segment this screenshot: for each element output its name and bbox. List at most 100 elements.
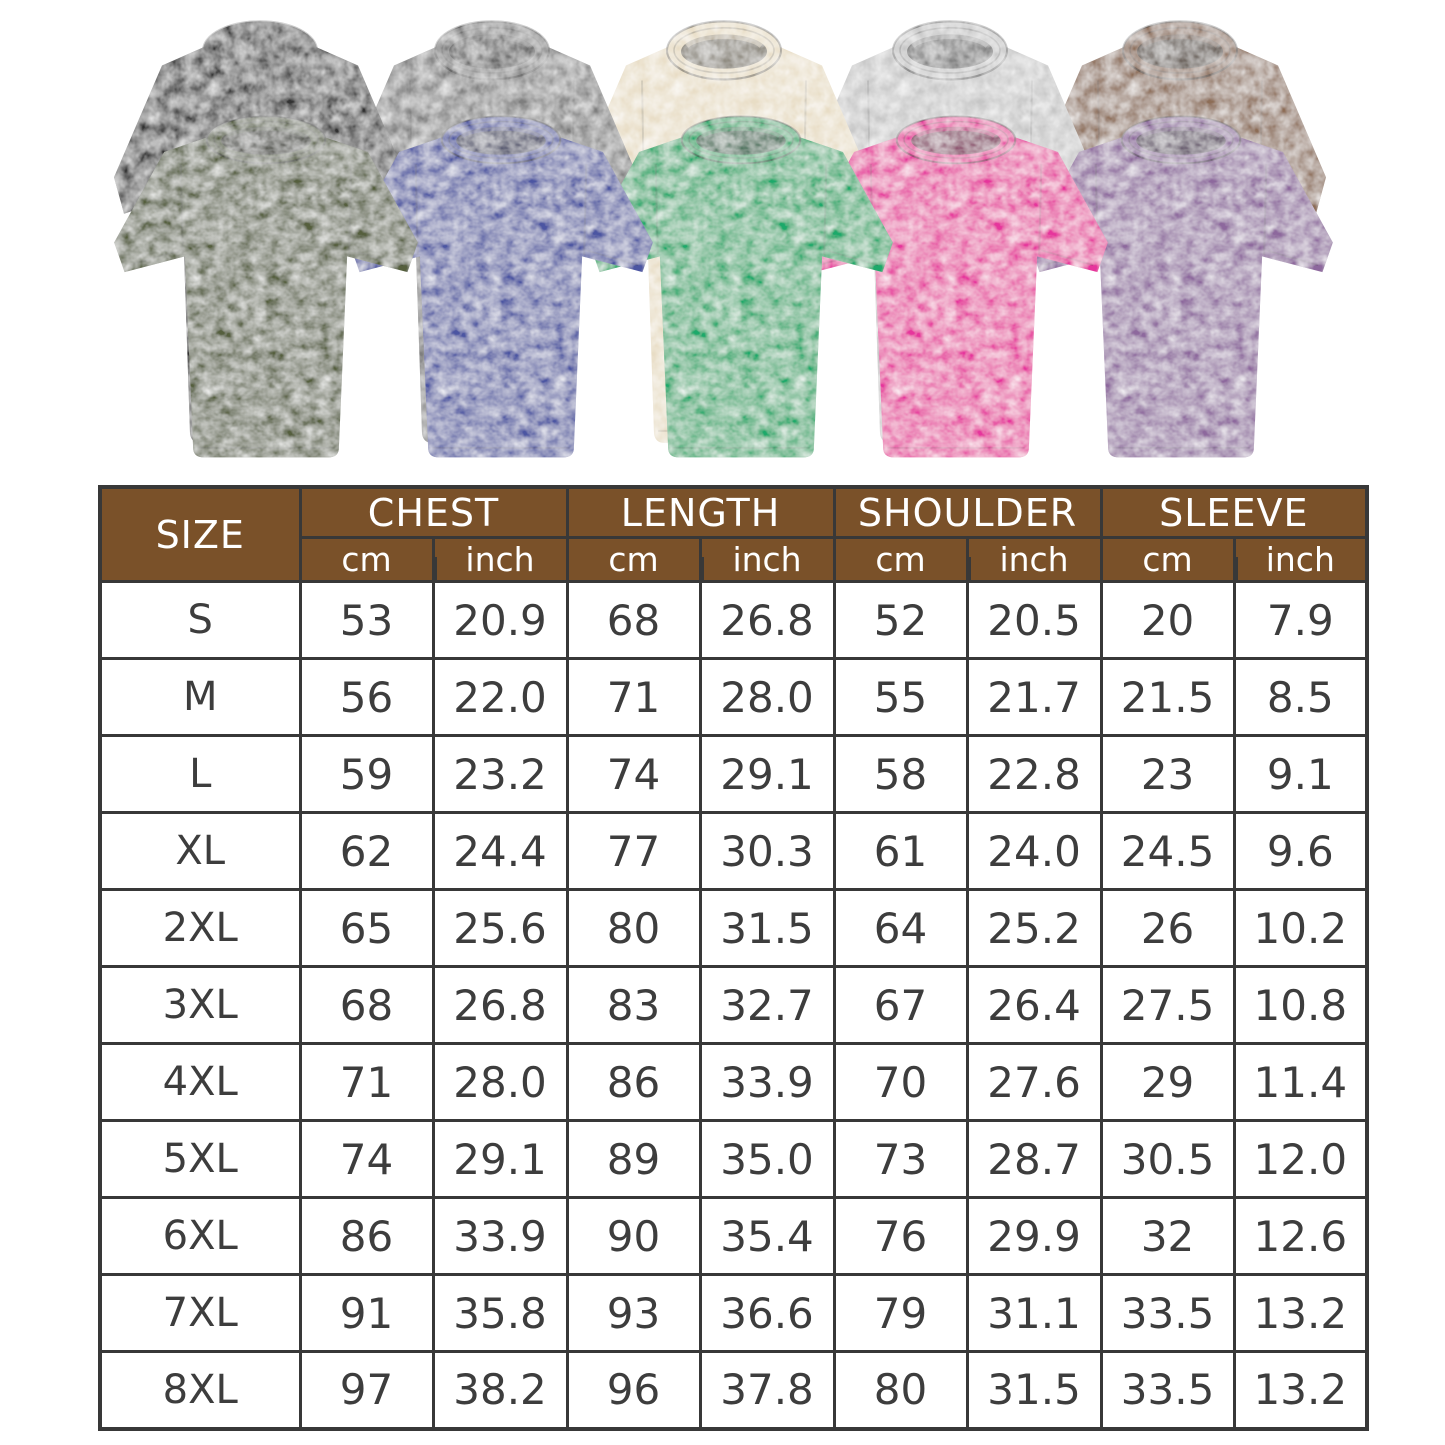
measurement-cell: 68 bbox=[565, 580, 702, 660]
measurement-cell: 28.0 bbox=[431, 1042, 569, 1122]
tshirt-gallery bbox=[0, 0, 1445, 470]
measurement-cell: 71 bbox=[565, 657, 702, 737]
measurement-cell: 30.3 bbox=[698, 811, 836, 891]
measurement-cell: 35.4 bbox=[698, 1196, 836, 1276]
unit-header-sleeve-inch: inch bbox=[1232, 536, 1369, 583]
column-header-shoulder: SHOULDER bbox=[832, 485, 1103, 539]
measurement-cell: 13.2 bbox=[1232, 1350, 1369, 1430]
measurement-cell: 20.5 bbox=[965, 580, 1103, 660]
measurement-cell: 22.8 bbox=[965, 734, 1103, 814]
measurement-cell: 9.6 bbox=[1232, 811, 1369, 891]
measurement-cell: 29.1 bbox=[698, 734, 836, 814]
size-row-7XL: 7XL 91 35.8 93 36.6 79 31.1 33.5 13.2 bbox=[98, 1273, 1369, 1353]
size-row-label: 7XL bbox=[98, 1273, 302, 1353]
size-row-label: M bbox=[98, 657, 302, 737]
measurement-cell: 77 bbox=[565, 811, 702, 891]
size-row-label: 8XL bbox=[98, 1350, 302, 1430]
measurement-cell: 33.9 bbox=[431, 1196, 569, 1276]
measurement-cell: 59 bbox=[298, 734, 435, 814]
measurement-cell: 29 bbox=[1099, 1042, 1236, 1122]
measurement-cell: 28.7 bbox=[965, 1119, 1103, 1199]
measurement-cell: 33.9 bbox=[698, 1042, 836, 1122]
tshirt-olive-green bbox=[110, 112, 422, 460]
measurement-cell: 30.5 bbox=[1099, 1119, 1236, 1199]
measurement-cell: 96 bbox=[565, 1350, 702, 1430]
size-row-label: 2XL bbox=[98, 888, 302, 968]
size-row-6XL: 6XL 86 33.9 90 35.4 76 29.9 32 12.6 bbox=[98, 1196, 1369, 1276]
size-row-4XL: 4XL 71 28.0 86 33.9 70 27.6 29 11.4 bbox=[98, 1042, 1369, 1122]
measurement-cell: 32.7 bbox=[698, 965, 836, 1045]
measurement-cell: 21.5 bbox=[1099, 657, 1236, 737]
measurement-cell: 55 bbox=[832, 657, 969, 737]
measurement-cell: 86 bbox=[565, 1042, 702, 1122]
measurement-cell: 31.5 bbox=[965, 1350, 1103, 1430]
measurement-cell: 31.1 bbox=[965, 1273, 1103, 1353]
size-row-label: 4XL bbox=[98, 1042, 302, 1122]
measurement-cell: 93 bbox=[565, 1273, 702, 1353]
measurement-cell: 29.9 bbox=[965, 1196, 1103, 1276]
measurement-cell: 37.8 bbox=[698, 1350, 836, 1430]
measurement-cell: 22.0 bbox=[431, 657, 569, 737]
column-header-sleeve: SLEEVE bbox=[1099, 485, 1369, 539]
measurement-cell: 76 bbox=[832, 1196, 969, 1276]
unit-header-shoulder-inch: inch bbox=[965, 536, 1103, 583]
measurement-cell: 24.5 bbox=[1099, 811, 1236, 891]
measurement-cell: 36.6 bbox=[698, 1273, 836, 1353]
measurement-cell: 25.6 bbox=[431, 888, 569, 968]
measurement-cell: 79 bbox=[832, 1273, 969, 1353]
size-row-5XL: 5XL 74 29.1 89 35.0 73 28.7 30.5 12.0 bbox=[98, 1119, 1369, 1199]
measurement-cell: 10.8 bbox=[1232, 965, 1369, 1045]
unit-header-sleeve-cm: cm bbox=[1099, 536, 1236, 583]
measurement-cell: 65 bbox=[298, 888, 435, 968]
size-row-label: 3XL bbox=[98, 965, 302, 1045]
measurement-cell: 64 bbox=[832, 888, 969, 968]
measurement-cell: 53 bbox=[298, 580, 435, 660]
measurement-cell: 73 bbox=[832, 1119, 969, 1199]
measurement-cell: 62 bbox=[298, 811, 435, 891]
measurement-cell: 80 bbox=[832, 1350, 969, 1430]
measurement-cell: 20 bbox=[1099, 580, 1236, 660]
size-chart-table: SIZE CHEST LENGTH SHOULDER SLEEVE cm inc… bbox=[98, 485, 1370, 1431]
measurement-cell: 9.1 bbox=[1232, 734, 1369, 814]
size-row-3XL: 3XL 68 26.8 83 32.7 67 26.4 27.5 10.8 bbox=[98, 965, 1369, 1045]
measurement-cell: 35.8 bbox=[431, 1273, 569, 1353]
measurement-cell: 10.2 bbox=[1232, 888, 1369, 968]
size-row-8XL: 8XL 97 38.2 96 37.8 80 31.5 33.5 13.2 bbox=[98, 1350, 1369, 1430]
size-row-L: L 59 23.2 74 29.1 58 22.8 23 9.1 bbox=[98, 734, 1369, 814]
column-header-length: LENGTH bbox=[565, 485, 836, 539]
measurement-cell: 29.1 bbox=[431, 1119, 569, 1199]
measurement-cell: 27.6 bbox=[965, 1042, 1103, 1122]
measurement-cell: 33.5 bbox=[1099, 1273, 1236, 1353]
measurement-cell: 26 bbox=[1099, 888, 1236, 968]
measurement-cell: 7.9 bbox=[1232, 580, 1369, 660]
measurement-cell: 11.4 bbox=[1232, 1042, 1369, 1122]
size-row-M: M 56 22.0 71 28.0 55 21.7 21.5 8.5 bbox=[98, 657, 1369, 737]
measurement-cell: 12.0 bbox=[1232, 1119, 1369, 1199]
measurement-cell: 56 bbox=[298, 657, 435, 737]
measurement-cell: 26.8 bbox=[431, 965, 569, 1045]
measurement-cell: 90 bbox=[565, 1196, 702, 1276]
measurement-cell: 74 bbox=[565, 734, 702, 814]
unit-header-chest-inch: inch bbox=[431, 536, 569, 583]
measurement-cell: 31.5 bbox=[698, 888, 836, 968]
measurement-cell: 23 bbox=[1099, 734, 1236, 814]
measurement-cell: 8.5 bbox=[1232, 657, 1369, 737]
measurement-cell: 21.7 bbox=[965, 657, 1103, 737]
size-row-XL: XL 62 24.4 77 30.3 61 24.0 24.5 9.6 bbox=[98, 811, 1369, 891]
unit-header-chest-cm: cm bbox=[298, 536, 435, 583]
measurement-cell: 33.5 bbox=[1099, 1350, 1236, 1430]
measurement-cell: 32 bbox=[1099, 1196, 1236, 1276]
unit-header-length-inch: inch bbox=[698, 536, 836, 583]
column-header-chest: CHEST bbox=[298, 485, 569, 539]
size-row-label: XL bbox=[98, 811, 302, 891]
measurement-cell: 25.2 bbox=[965, 888, 1103, 968]
measurement-cell: 13.2 bbox=[1232, 1273, 1369, 1353]
unit-header-shoulder-cm: cm bbox=[832, 536, 969, 583]
measurement-cell: 27.5 bbox=[1099, 965, 1236, 1045]
measurement-cell: 97 bbox=[298, 1350, 435, 1430]
measurement-cell: 68 bbox=[298, 965, 435, 1045]
measurement-cell: 71 bbox=[298, 1042, 435, 1122]
measurement-cell: 80 bbox=[565, 888, 702, 968]
measurement-cell: 38.2 bbox=[431, 1350, 569, 1430]
